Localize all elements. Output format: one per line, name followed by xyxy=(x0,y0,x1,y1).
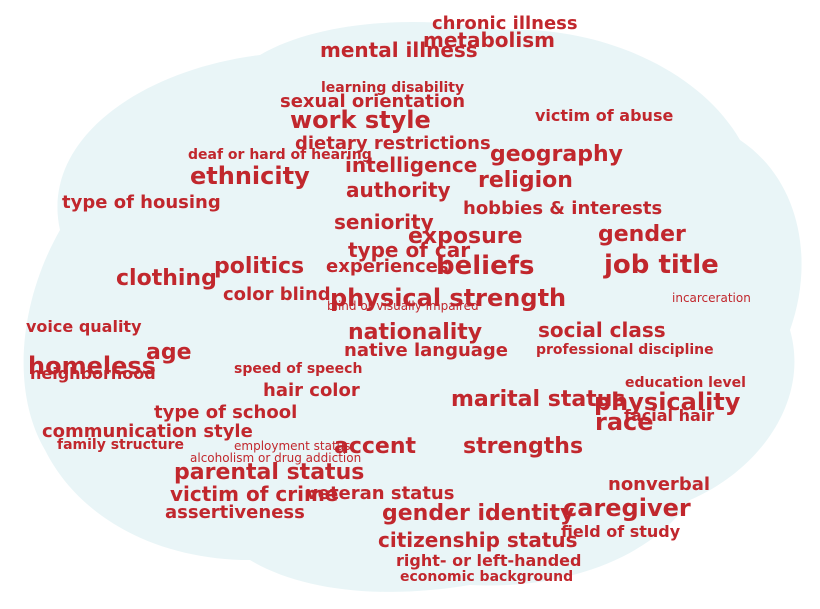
cloud-word: voice quality xyxy=(26,317,142,336)
cloud-word: victim of crime xyxy=(170,482,339,506)
cloud-word: religion xyxy=(478,168,573,193)
cloud-word: type of housing xyxy=(62,192,221,213)
cloud-word: metabolism xyxy=(423,28,555,52)
cloud-word: learning disability xyxy=(321,80,465,96)
cloud-word: economic background xyxy=(400,569,574,585)
cloud-word: veteran status xyxy=(306,483,455,504)
cloud-word: chronic illness xyxy=(432,13,578,34)
cloud-word: communication style xyxy=(42,421,253,442)
cloud-word: facial hair xyxy=(624,406,715,425)
cloud-word: assertiveness xyxy=(165,502,305,523)
cloud-word: accent xyxy=(334,434,417,459)
cloud-word: incarceration xyxy=(672,291,751,305)
cloud-word: physicality xyxy=(594,388,741,416)
cloud-word: speed of speech xyxy=(234,361,363,377)
cloud-word: social class xyxy=(538,318,666,342)
brain-shape xyxy=(23,22,802,592)
cloud-word: experiences xyxy=(326,256,449,277)
cloud-word: right- or left-handed xyxy=(396,551,582,570)
cloud-word: work style xyxy=(290,106,431,134)
cloud-word: victim of abuse xyxy=(535,106,674,125)
cloud-word: geography xyxy=(490,142,623,167)
cloud-word: homeless xyxy=(28,352,156,380)
cloud-word: type of car xyxy=(348,238,471,262)
cloud-word: caregiver xyxy=(563,494,691,522)
cloud-word: professional discipline xyxy=(536,342,714,358)
cloud-word: politics xyxy=(214,254,305,279)
cloud-word: gender identity xyxy=(382,501,575,526)
cloud-word: blind or visually impaired xyxy=(327,299,479,313)
cloud-word: nonverbal xyxy=(608,474,711,495)
cloud-word: deaf or hard of hearing xyxy=(188,147,372,163)
cloud-word: dietary restrictions xyxy=(295,133,491,154)
cloud-word: age xyxy=(146,340,192,365)
cloud-word: color blind xyxy=(223,284,331,305)
cloud-word: sexual orientation xyxy=(280,91,466,112)
cloud-word: physical strength xyxy=(330,284,567,312)
cloud-word: education level xyxy=(625,375,746,391)
cloud-word: employment status xyxy=(234,439,351,453)
cloud-word: strengths xyxy=(463,434,584,459)
cloud-word: family structure xyxy=(57,437,184,453)
cloud-word: hobbies & interests xyxy=(463,198,663,219)
cloud-word: exposure xyxy=(408,224,523,249)
cloud-word: nationality xyxy=(348,320,483,345)
cloud-word: alcoholism or drug addiction xyxy=(190,451,362,465)
cloud-word: seniority xyxy=(334,210,434,234)
cloud-word: authority xyxy=(346,178,451,202)
cloud-word: gender xyxy=(598,222,686,247)
cloud-word: neighborhood xyxy=(30,364,156,383)
cloud-word: native language xyxy=(344,340,509,361)
cloud-word: clothing xyxy=(116,266,217,291)
cloud-word: race xyxy=(595,408,654,436)
cloud-word: ethnicity xyxy=(190,162,310,190)
cloud-word: citizenship status xyxy=(378,528,578,552)
cloud-word: beliefs xyxy=(436,251,535,281)
cloud-word: mental illness xyxy=(320,38,478,62)
cloud-word: job title xyxy=(604,250,719,280)
cloud-word: intelligence xyxy=(345,153,478,177)
cloud-word: marital status xyxy=(451,387,626,412)
cloud-word: hair color xyxy=(263,380,360,401)
cloud-word: parental status xyxy=(174,460,365,485)
cloud-word: type of school xyxy=(154,402,298,423)
cloud-word: field of study xyxy=(561,522,681,541)
